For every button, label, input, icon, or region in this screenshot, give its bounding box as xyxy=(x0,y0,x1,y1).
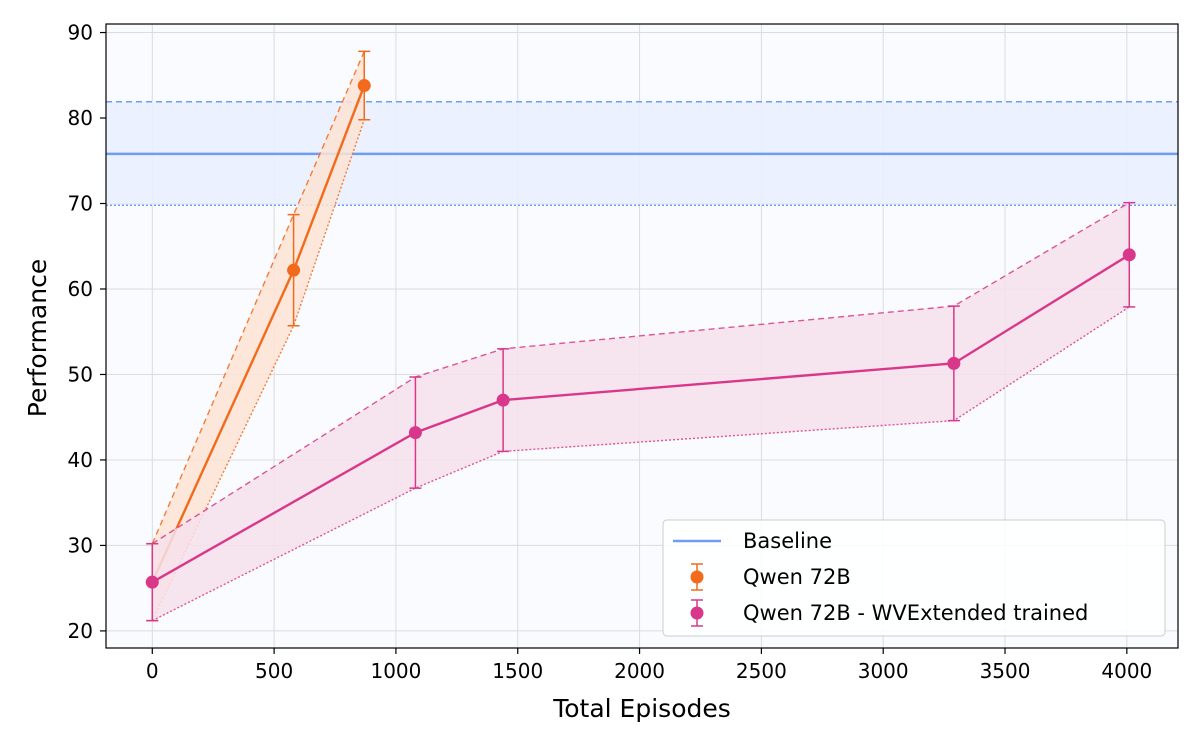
baseline-layer xyxy=(106,101,1178,206)
legend-box xyxy=(662,519,1166,637)
y-axis-label: Performance xyxy=(23,259,52,417)
x-tick-label: 1000 xyxy=(370,659,421,683)
x-tick-label: 3500 xyxy=(980,659,1031,683)
y-tick-label: 90 xyxy=(68,21,93,45)
legend-marker xyxy=(690,606,704,620)
legend-series-qwen-72b-label: Qwen 72B xyxy=(743,565,851,589)
legend-baseline-label: Baseline xyxy=(743,529,832,553)
x-tick-label: 4000 xyxy=(1101,659,1152,683)
data-point xyxy=(947,356,961,370)
legend-series-qwen-72b-wvextended-label: Qwen 72B - WVExtended trained xyxy=(743,601,1088,625)
y-tick-label: 50 xyxy=(68,362,93,386)
data-point xyxy=(287,263,301,277)
data-point xyxy=(357,79,371,93)
y-tick-label: 30 xyxy=(68,533,93,557)
y-tick-label: 40 xyxy=(68,448,93,472)
x-tick-label: 2500 xyxy=(736,659,787,683)
data-point xyxy=(1122,248,1136,262)
x-tick-label: 0 xyxy=(146,659,159,683)
legend-marker xyxy=(690,570,704,584)
legend-series-qwen-72b-wvextended-swatch xyxy=(690,599,704,627)
data-point xyxy=(145,575,159,589)
x-tick-label: 2000 xyxy=(614,659,665,683)
y-tick-label: 80 xyxy=(68,106,93,130)
legend-series-qwen-72b-swatch xyxy=(690,563,704,591)
series-layer xyxy=(145,50,1136,622)
legend: Baseline Qwen 72B Qwen 72B - WVExtended … xyxy=(662,519,1166,637)
data-point xyxy=(496,393,510,407)
plot-frame xyxy=(105,23,1179,649)
series-qwen-72b-wvextended-trained xyxy=(145,201,1136,622)
x-axis-label: Total Episodes xyxy=(552,694,731,723)
y-tick-label: 20 xyxy=(68,619,93,643)
y-tick-label: 60 xyxy=(68,277,93,301)
x-axis: 0 500 1000 1500 2000 2500 3000 3500 4000 xyxy=(146,648,1152,683)
series-band xyxy=(152,51,365,621)
y-axis: 20 30 40 50 60 70 80 90 xyxy=(68,21,106,643)
data-point xyxy=(408,426,422,440)
x-tick-label: 1500 xyxy=(492,659,543,683)
y-tick-label: 70 xyxy=(68,192,93,216)
x-tick-label: 3000 xyxy=(858,659,909,683)
series-band xyxy=(152,202,1130,621)
x-tick-label: 500 xyxy=(255,659,293,683)
